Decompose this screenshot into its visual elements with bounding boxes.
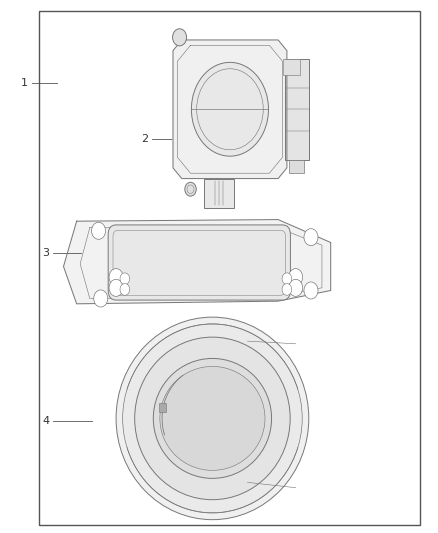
- Ellipse shape: [153, 358, 272, 479]
- FancyBboxPatch shape: [108, 225, 290, 300]
- Circle shape: [289, 269, 303, 286]
- Circle shape: [109, 279, 123, 296]
- Circle shape: [120, 284, 130, 295]
- Ellipse shape: [116, 317, 309, 520]
- Bar: [39, 11, 420, 525]
- Circle shape: [304, 229, 318, 246]
- Circle shape: [191, 62, 268, 156]
- Circle shape: [282, 284, 292, 295]
- Circle shape: [92, 222, 106, 239]
- Ellipse shape: [160, 367, 265, 471]
- Ellipse shape: [123, 324, 302, 513]
- Circle shape: [282, 273, 292, 285]
- Text: 1: 1: [21, 78, 28, 87]
- Circle shape: [185, 182, 196, 196]
- Circle shape: [109, 269, 123, 286]
- Circle shape: [94, 290, 108, 307]
- FancyBboxPatch shape: [285, 59, 309, 160]
- Polygon shape: [64, 220, 331, 304]
- Text: 4: 4: [42, 416, 49, 426]
- FancyBboxPatch shape: [283, 59, 300, 75]
- Bar: [204, 179, 234, 208]
- Circle shape: [289, 279, 303, 296]
- Bar: [289, 160, 304, 173]
- Text: 3: 3: [42, 248, 49, 258]
- Circle shape: [304, 282, 318, 299]
- Polygon shape: [173, 40, 287, 179]
- Circle shape: [173, 29, 187, 46]
- Text: 2: 2: [141, 134, 148, 143]
- Ellipse shape: [135, 337, 290, 500]
- Bar: [159, 403, 166, 412]
- Circle shape: [120, 273, 130, 285]
